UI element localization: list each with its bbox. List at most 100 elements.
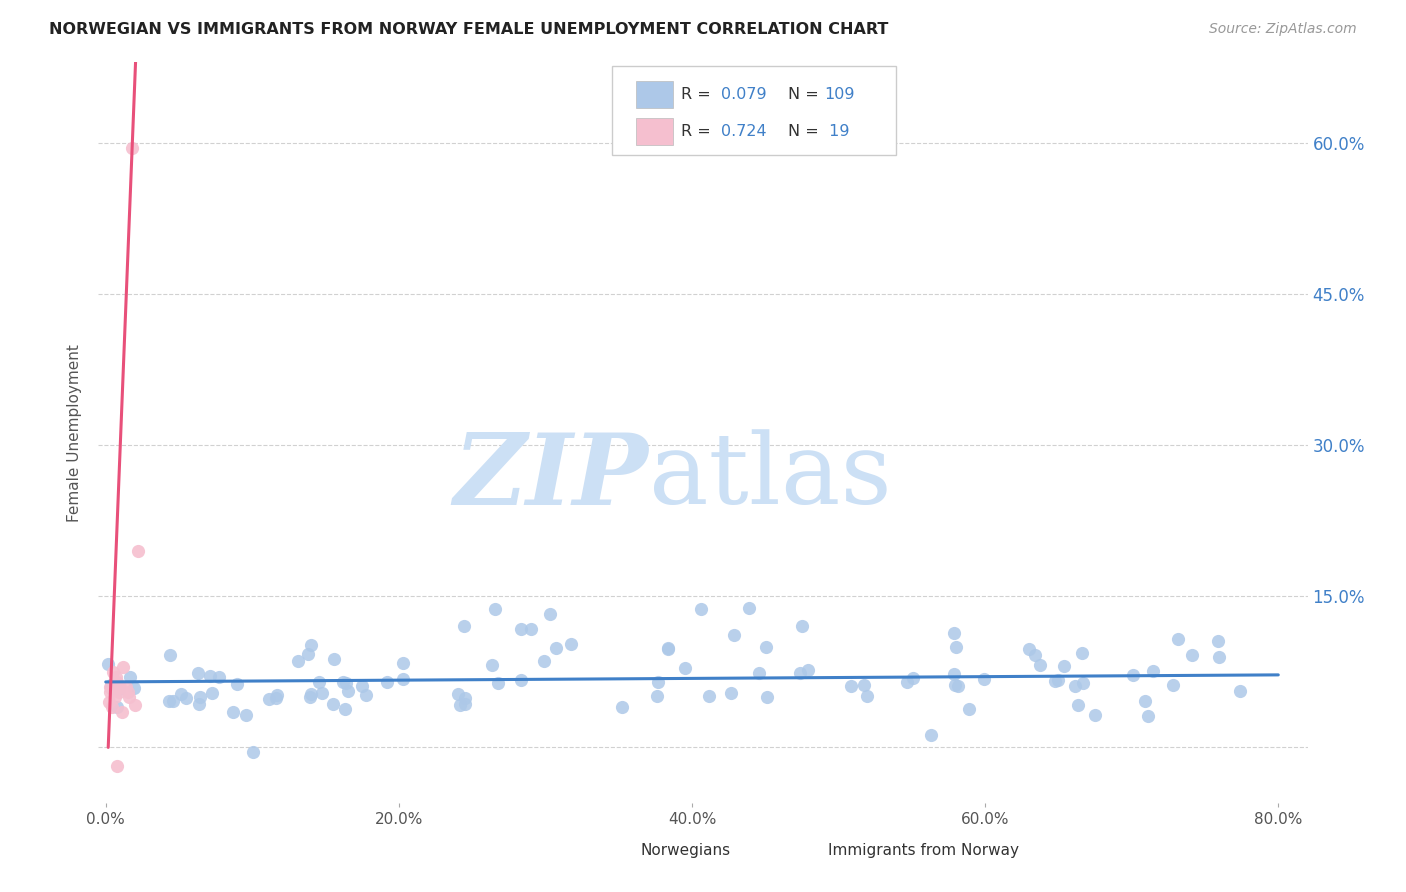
Point: [481, 658, 503, 673]
Point: [1181, 648, 1204, 662]
Point: [208, 670, 231, 684]
Point: [920, 728, 942, 742]
Point: [943, 666, 966, 681]
Point: [1137, 708, 1160, 723]
Point: [105, 670, 128, 684]
Point: [690, 601, 713, 615]
Point: [266, 688, 288, 702]
Point: [311, 686, 333, 700]
Text: atlas: atlas: [648, 429, 891, 524]
Point: [1133, 694, 1156, 708]
Point: [454, 697, 477, 711]
Text: 109: 109: [824, 87, 855, 102]
Point: [107, 674, 129, 689]
Point: [1229, 684, 1251, 698]
Point: [170, 688, 193, 702]
Text: ZIP: ZIP: [454, 429, 648, 525]
Point: [896, 674, 918, 689]
Point: [796, 663, 818, 677]
Point: [188, 690, 211, 705]
Text: 0.724: 0.724: [721, 124, 766, 139]
Text: 19: 19: [824, 124, 849, 139]
Point: [903, 671, 925, 685]
Point: [124, 698, 146, 712]
Point: [101, 665, 124, 679]
Point: [332, 675, 354, 690]
Point: [264, 690, 287, 705]
Point: [308, 675, 330, 690]
Point: [447, 687, 470, 701]
Point: [157, 694, 180, 708]
Point: [1018, 642, 1040, 657]
Point: [509, 622, 531, 636]
Point: [105, 700, 128, 714]
Point: [533, 654, 555, 668]
Point: [124, 681, 146, 695]
Point: [115, 680, 138, 694]
Point: [392, 657, 415, 671]
Point: [839, 679, 862, 693]
Point: [97, 657, 120, 672]
Point: [612, 699, 634, 714]
Point: [225, 676, 247, 690]
Point: [299, 690, 322, 704]
Text: N =: N =: [787, 87, 824, 102]
Point: [1053, 659, 1076, 673]
Point: [853, 678, 876, 692]
Text: R =: R =: [682, 124, 716, 139]
Text: 0.079: 0.079: [721, 87, 766, 102]
Point: [222, 705, 245, 719]
Text: NORWEGIAN VS IMMIGRANTS FROM NORWAY FEMALE UNEMPLOYMENT CORRELATION CHART: NORWEGIAN VS IMMIGRANTS FROM NORWAY FEMA…: [49, 22, 889, 37]
Point: [107, 758, 129, 772]
Point: [1167, 632, 1189, 646]
Point: [98, 685, 121, 699]
FancyBboxPatch shape: [613, 66, 897, 155]
Point: [546, 640, 568, 655]
Point: [1046, 673, 1069, 687]
Point: [942, 626, 965, 640]
Point: [755, 640, 778, 654]
Point: [946, 680, 969, 694]
Point: [335, 676, 357, 690]
Point: [108, 685, 131, 699]
Point: [187, 665, 209, 680]
Point: [323, 652, 346, 666]
Point: [647, 689, 669, 703]
Point: [790, 619, 813, 633]
Point: [201, 686, 224, 700]
Point: [449, 698, 471, 713]
Point: [1029, 657, 1052, 672]
Point: [375, 675, 398, 690]
Point: [121, 141, 143, 155]
Point: [789, 665, 811, 680]
Point: [1084, 708, 1107, 723]
Point: [697, 689, 720, 703]
Point: [657, 640, 679, 655]
Point: [117, 685, 139, 699]
Point: [235, 707, 257, 722]
Point: [100, 700, 122, 714]
Point: [737, 601, 759, 615]
Point: [945, 640, 967, 654]
Point: [174, 690, 197, 705]
Point: [538, 607, 561, 621]
Point: [297, 647, 319, 661]
Point: [242, 745, 264, 759]
Point: [484, 602, 506, 616]
Point: [1071, 675, 1094, 690]
Point: [354, 688, 377, 702]
Point: [943, 678, 966, 692]
Point: [647, 674, 669, 689]
Point: [97, 695, 120, 709]
FancyBboxPatch shape: [603, 839, 636, 863]
Point: [112, 660, 135, 674]
Text: Source: ZipAtlas.com: Source: ZipAtlas.com: [1209, 22, 1357, 37]
Point: [159, 648, 181, 663]
Point: [335, 702, 357, 716]
Point: [299, 639, 322, 653]
Text: N =: N =: [787, 124, 824, 139]
Point: [486, 676, 509, 690]
Point: [98, 680, 121, 694]
Point: [111, 705, 134, 719]
Point: [1071, 646, 1094, 660]
